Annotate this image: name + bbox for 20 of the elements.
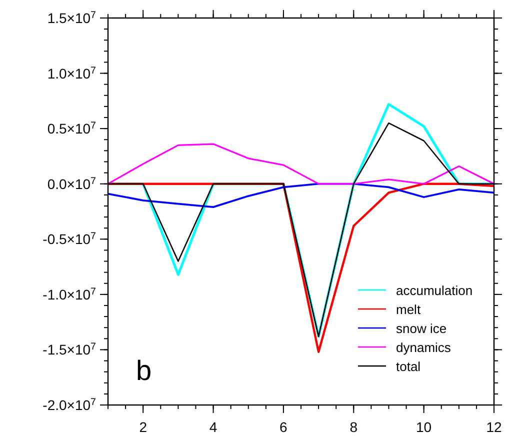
legend-label: accumulation: [396, 283, 473, 298]
legend-label: dynamics: [396, 340, 452, 355]
y-tick-label: 1.0×10$^{7}$: [47, 64, 96, 82]
legend-label: melt: [396, 302, 421, 317]
legend-label: snow ice: [396, 321, 447, 336]
legend-label: total: [396, 359, 421, 374]
y-tick-label: -0.5×10$^{7}$: [42, 230, 96, 248]
y-tick-label: -2.0×10$^{7}$: [42, 396, 96, 413]
y-tick-label: 1.5×10$^{7}$: [47, 10, 96, 26]
x-tick-label: 2: [139, 419, 148, 435]
x-tick-label: 10: [416, 419, 432, 435]
x-tick-label: 4: [209, 419, 218, 435]
y-tick-label: -1.0×10$^{7}$: [42, 286, 96, 302]
annotation: b: [136, 355, 152, 386]
x-tick-label: 12: [486, 419, 502, 435]
y-tick-label: 0.0×10$^{7}$: [47, 175, 96, 192]
x-tick-label: 6: [280, 419, 288, 435]
y-tick-label: -1.5×10$^{7}$: [42, 341, 96, 358]
y-tick-label: 0.5×10$^{7}$: [47, 120, 96, 137]
x-tick-label: 8: [350, 419, 358, 435]
